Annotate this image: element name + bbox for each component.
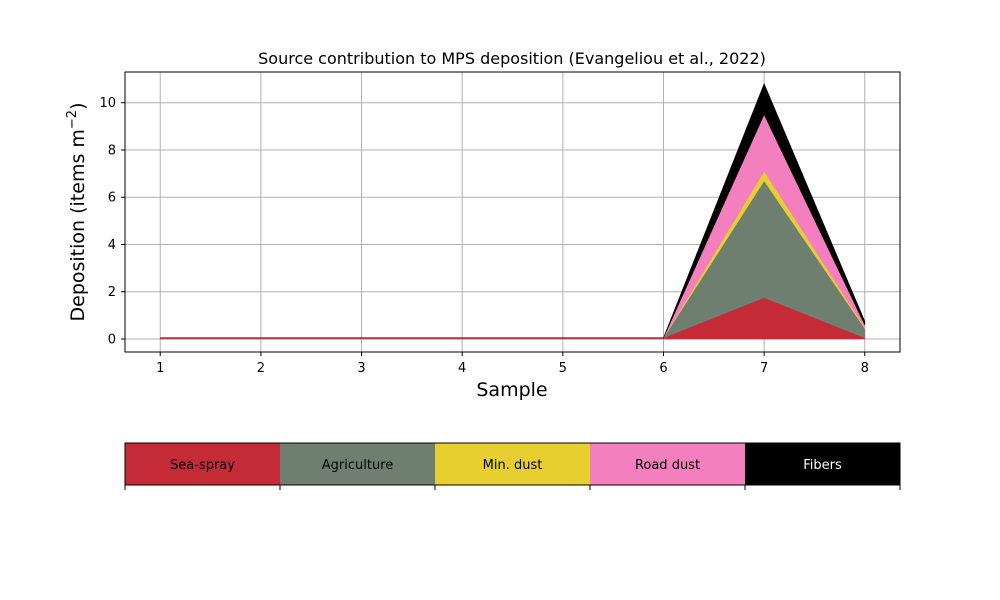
legend-label-min-dust: Min. dust: [483, 458, 543, 473]
y-tick-label: 6: [108, 191, 116, 206]
legend-label-agriculture: Agriculture: [322, 458, 394, 473]
legend-swatch-fibers: [745, 443, 900, 485]
x-tick-label: 7: [760, 361, 768, 376]
legend-label-sea-spray: Sea-spray: [170, 458, 235, 473]
y-axis-label: Deposition (items m−2): [65, 103, 89, 322]
y-axis-label-main: Deposition (items m: [67, 129, 89, 321]
area-fibers: [160, 83, 866, 339]
x-tick-label: 5: [559, 361, 567, 376]
chart-title: Source contribution to MPS deposition (E…: [258, 49, 766, 68]
stacked-areas: [159, 83, 866, 340]
x-tick-label: 6: [659, 361, 667, 376]
x-tick-label: 1: [156, 361, 164, 376]
legend-label-fibers: Fibers: [803, 458, 842, 473]
x-tick-label: 4: [458, 361, 466, 376]
legend-colorbar: Sea-spray Agriculture Min. dust Road dust Fi…: [124, 442, 901, 490]
y-tick-label: 0: [108, 333, 116, 348]
y-axis: 0 2 4 6 8 10: [99, 96, 125, 348]
x-tick-label: 3: [357, 361, 365, 376]
x-tick-label: 8: [861, 361, 869, 376]
x-axis: 1 2 3 4 5 6 7 8: [156, 352, 869, 376]
y-axis-label-superscript: −2: [65, 110, 80, 129]
y-tick-label: 2: [108, 285, 116, 300]
y-tick-label: 8: [108, 143, 116, 158]
legend-swatch-agriculture: [280, 443, 435, 485]
legend-swatch-min-dust: [435, 443, 590, 485]
legend-swatch-sea-spray: [125, 443, 280, 485]
legend-swatch-road-dust: [590, 443, 745, 485]
x-tick-label: 2: [257, 361, 265, 376]
legend-label-road-dust: Road dust: [635, 458, 700, 473]
legend-frame: [124, 442, 901, 486]
y-tick-label: 4: [108, 238, 116, 253]
plot-frame: [124, 71, 901, 353]
y-tick-label: 10: [99, 96, 116, 111]
x-axis-label: Sample: [476, 379, 547, 401]
y-axis-label-suffix: ): [67, 103, 89, 110]
